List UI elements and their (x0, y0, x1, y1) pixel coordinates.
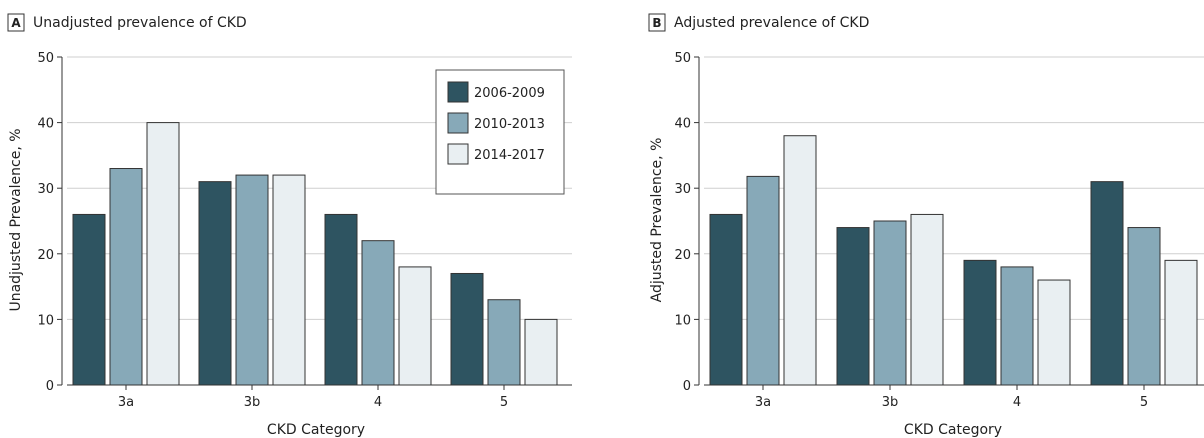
bar-5-2014-2017 (1164, 259, 1198, 386)
legend-swatch-2010-2013 (447, 112, 469, 134)
y-tick-label: 0 (683, 379, 691, 394)
bar-3b-2010-2013 (235, 174, 269, 386)
y-tick-label: 30 (674, 182, 691, 197)
x-tick-label: 4 (374, 395, 382, 410)
bar-3a-2006-2009 (709, 213, 743, 386)
legend-label-2010-2013: 2010-2013 (474, 117, 545, 132)
bar-5-2014-2017 (524, 318, 558, 386)
panel-b: B Adjusted prevalence of CKD Adjusted Pr… (648, 13, 1204, 438)
bar-5-2010-2013 (487, 299, 521, 386)
bar-5-2006-2009 (1090, 181, 1124, 386)
bar-3b-2010-2013 (873, 220, 907, 386)
y-tick-label: 20 (674, 248, 691, 263)
legend-swatch-2014-2017 (447, 143, 469, 165)
x-tick-label: 4 (1013, 395, 1021, 410)
panel-a-xlabel: CKD Category (267, 422, 365, 438)
x-tick-label: 5 (500, 395, 508, 410)
panel-b-letter-box (648, 13, 666, 32)
panel-a-title: Unadjusted prevalence of CKD (33, 15, 247, 31)
y-tick-label: 50 (37, 51, 54, 66)
y-tick-label: 10 (674, 313, 691, 328)
bar-3b-2014-2017 (910, 213, 944, 386)
y-tick-label: 40 (674, 117, 691, 132)
panel-a-ylabel: Unadjusted Prevalence, % (8, 128, 24, 311)
bar-4-2014-2017 (1037, 279, 1071, 386)
bar-3a-2006-2009 (72, 213, 106, 386)
panel-b-plot: 0 10 20 30 40 50 3a 3b 4 5 (674, 51, 1204, 410)
panel-b-letter: B (652, 16, 661, 30)
y-tick-label: 30 (37, 182, 54, 197)
bar-3a-2010-2013 (746, 175, 780, 386)
y-tick-label: 10 (37, 313, 54, 328)
x-tick-label: 3a (755, 395, 771, 410)
bar-4-2006-2009 (963, 259, 997, 386)
bar-4-2014-2017 (398, 266, 432, 386)
y-tick-label: 40 (37, 117, 54, 132)
bar-4-2010-2013 (1000, 266, 1034, 386)
bar-3b-2006-2009 (836, 227, 870, 386)
panel-b-title: Adjusted prevalence of CKD (674, 15, 869, 31)
panel-b-xlabel: CKD Category (904, 422, 1002, 438)
legend-label-2006-2009: 2006-2009 (474, 86, 545, 101)
bar-4-2006-2009 (324, 213, 358, 386)
bar-3a-2010-2013 (109, 168, 143, 386)
bar-3b-2014-2017 (272, 174, 306, 386)
panel-a-letter-box (7, 13, 25, 32)
y-tick-label: 50 (674, 51, 691, 66)
x-tick-label: 5 (1140, 395, 1148, 410)
bar-5-2006-2009 (450, 272, 484, 386)
legend-label-2014-2017: 2014-2017 (474, 148, 545, 163)
y-tick-label: 20 (37, 248, 54, 263)
bar-3a-2014-2017 (783, 135, 817, 386)
bar-5-2010-2013 (1127, 227, 1161, 386)
legend: 2006-2009 2010-2013 2014-2017 (435, 69, 565, 195)
panel-b-ylabel: Adjusted Prevalence, % (649, 138, 665, 303)
bar-3b-2006-2009 (198, 181, 232, 386)
legend-swatch-2006-2009 (447, 81, 469, 103)
bar-3a-2014-2017 (146, 122, 180, 386)
panel-a-letter: A (11, 16, 21, 30)
x-tick-label: 3b (244, 395, 261, 410)
x-tick-label: 3b (882, 395, 899, 410)
y-tick-label: 0 (46, 379, 54, 394)
panel-a: A Unadjusted prevalence of CKD Unadjuste… (7, 13, 572, 438)
bar-4-2010-2013 (361, 240, 395, 386)
x-tick-label: 3a (118, 395, 134, 410)
